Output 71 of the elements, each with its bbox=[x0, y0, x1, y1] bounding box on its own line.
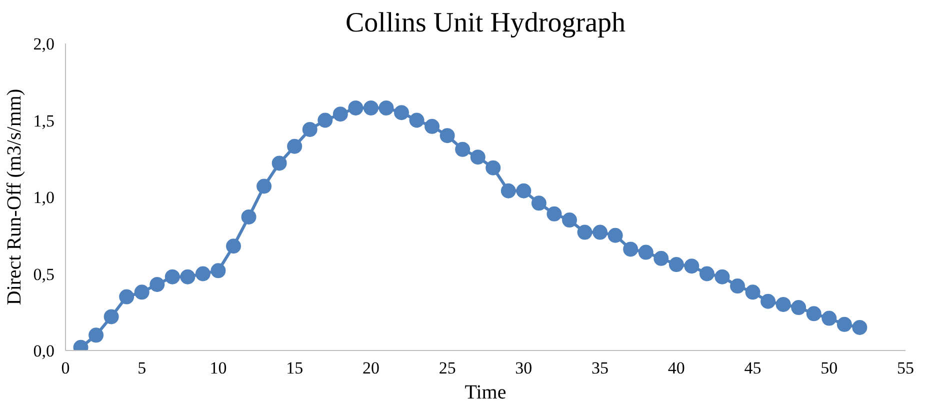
point bbox=[577, 224, 592, 240]
chart-title: Collins Unit Hydrograph bbox=[346, 8, 626, 38]
point bbox=[88, 328, 104, 343]
point bbox=[226, 238, 241, 254]
x-tick-label: 35 bbox=[592, 358, 609, 378]
point bbox=[440, 128, 455, 144]
point bbox=[302, 122, 318, 137]
point bbox=[150, 277, 165, 292]
point bbox=[134, 284, 150, 300]
point bbox=[164, 269, 180, 284]
x-tick-label: 45 bbox=[744, 358, 762, 378]
x-tick-label: 5 bbox=[138, 358, 146, 378]
x-axis-title: Time bbox=[464, 382, 506, 404]
x-tick-label: 55 bbox=[897, 358, 914, 378]
point bbox=[210, 263, 226, 278]
point bbox=[409, 112, 424, 128]
point bbox=[776, 296, 791, 312]
point bbox=[730, 278, 745, 294]
x-tick-label: 30 bbox=[515, 358, 532, 378]
point bbox=[822, 310, 837, 326]
point bbox=[836, 316, 852, 332]
point bbox=[546, 206, 562, 222]
point bbox=[287, 138, 302, 154]
point bbox=[531, 196, 546, 211]
point bbox=[714, 269, 730, 284]
y-tick-label: 0,5 bbox=[33, 264, 54, 284]
point bbox=[760, 294, 776, 309]
point bbox=[332, 106, 348, 122]
x-tick-label: 40 bbox=[668, 358, 685, 378]
point bbox=[318, 112, 333, 128]
point bbox=[852, 320, 868, 335]
point bbox=[699, 266, 714, 282]
point bbox=[256, 178, 272, 194]
point bbox=[745, 284, 760, 300]
point bbox=[592, 224, 608, 240]
point bbox=[684, 258, 700, 274]
point bbox=[608, 228, 623, 243]
point bbox=[119, 289, 134, 304]
point bbox=[486, 160, 501, 176]
x-tick-label: 10 bbox=[210, 358, 227, 378]
point bbox=[668, 257, 684, 272]
point bbox=[455, 142, 470, 157]
y-tick-label: 1,5 bbox=[33, 111, 54, 130]
point bbox=[394, 105, 409, 120]
x-tick-label: 25 bbox=[438, 358, 456, 378]
point bbox=[104, 309, 119, 324]
x-tick-label: 0 bbox=[61, 358, 70, 378]
x-tick-label: 20 bbox=[362, 358, 380, 378]
point bbox=[195, 266, 210, 282]
point bbox=[516, 183, 532, 198]
point bbox=[806, 306, 822, 322]
x-tick-label: 15 bbox=[286, 358, 304, 378]
point bbox=[623, 242, 638, 257]
point bbox=[363, 100, 378, 116]
point bbox=[272, 156, 287, 171]
y-tick-label: 2,0 bbox=[33, 34, 54, 54]
point bbox=[424, 118, 440, 134]
point bbox=[654, 250, 669, 266]
point bbox=[348, 100, 364, 116]
point bbox=[562, 212, 577, 228]
point bbox=[638, 244, 654, 260]
point bbox=[180, 269, 196, 284]
y-tick-label: 0,0 bbox=[33, 342, 54, 360]
point bbox=[378, 100, 394, 116]
y-axis-title: Direct Run-Off (m3/s/mm) bbox=[3, 88, 26, 306]
x-tick-label: 50 bbox=[820, 358, 838, 378]
y-tick-label: 1,0 bbox=[33, 188, 54, 207]
point bbox=[241, 209, 256, 224]
point bbox=[470, 150, 486, 165]
point bbox=[500, 183, 516, 198]
point bbox=[791, 300, 806, 316]
